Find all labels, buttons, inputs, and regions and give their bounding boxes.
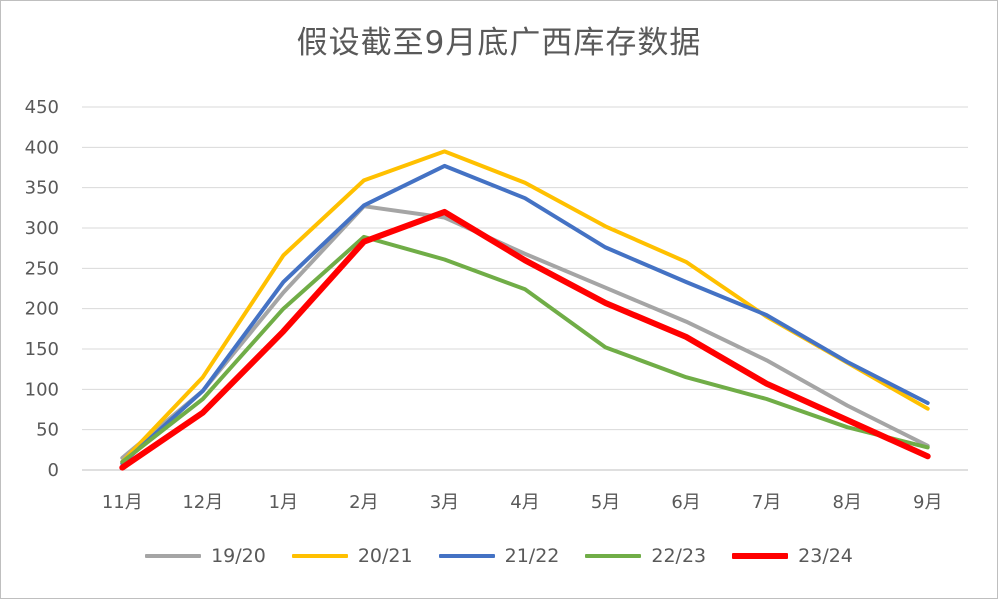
y-tick-label: 250 [25,258,59,279]
legend-swatch [438,554,495,558]
x-tick-label: 2月 [349,492,378,513]
gridlines [82,106,968,431]
series-lines [119,149,931,471]
legend-label: 19/20 [211,545,266,567]
legend-swatch [145,554,202,558]
legend-item: 23/24 [732,545,853,567]
series-line-23-24 [119,208,931,471]
legend-item: 21/22 [438,545,560,567]
legend-label: 23/24 [798,545,853,567]
y-tick-label: 350 [25,178,59,199]
x-tick-label: 7月 [752,492,781,513]
legend-item: 22/23 [585,545,706,567]
y-axis-tick-labels: 0 50 100 150 200 250 300 350 400 450 [25,97,59,481]
x-tick-label: 3月 [430,492,459,513]
legend-label: 21/22 [504,545,560,567]
legend: 19/20 20/21 21/22 22/23 23/24 [1,541,997,571]
series-line-22-23 [120,234,930,464]
y-tick-label: 200 [25,299,59,320]
x-tick-label: 12月 [182,492,223,513]
legend-item: 19/20 [145,545,266,567]
legend-swatch [732,553,789,559]
legend-swatch [291,554,348,558]
y-tick-label: 400 [25,137,59,158]
y-tick-label: 300 [25,218,59,239]
x-tick-label: 9月 [913,492,942,513]
series-line-19-20 [120,204,930,460]
x-tick-label: 8月 [832,492,861,513]
series-line-21-22 [120,163,930,466]
x-axis-tick-labels: 11月 12月 1月 2月 3月 4月 5月 6月 7月 8月 9月 [102,492,943,513]
x-tick-label: 11月 [102,492,143,513]
legend-label: 20/21 [357,545,413,567]
x-tick-label: 4月 [510,492,539,513]
x-tick-label: 1月 [269,492,298,513]
y-tick-label: 50 [36,420,59,441]
chart-title: 假设截至9月底广西库存数据 [296,25,702,61]
x-tick-label: 5月 [591,492,620,513]
legend-label: 22/23 [651,545,707,567]
y-tick-label: 150 [25,339,59,360]
y-tick-label: 100 [25,379,59,400]
x-tick-label: 6月 [671,492,700,513]
y-tick-label: 0 [48,460,59,481]
y-tick-label: 450 [25,97,59,118]
legend-swatch [585,554,642,558]
legend-item: 20/21 [291,545,413,567]
